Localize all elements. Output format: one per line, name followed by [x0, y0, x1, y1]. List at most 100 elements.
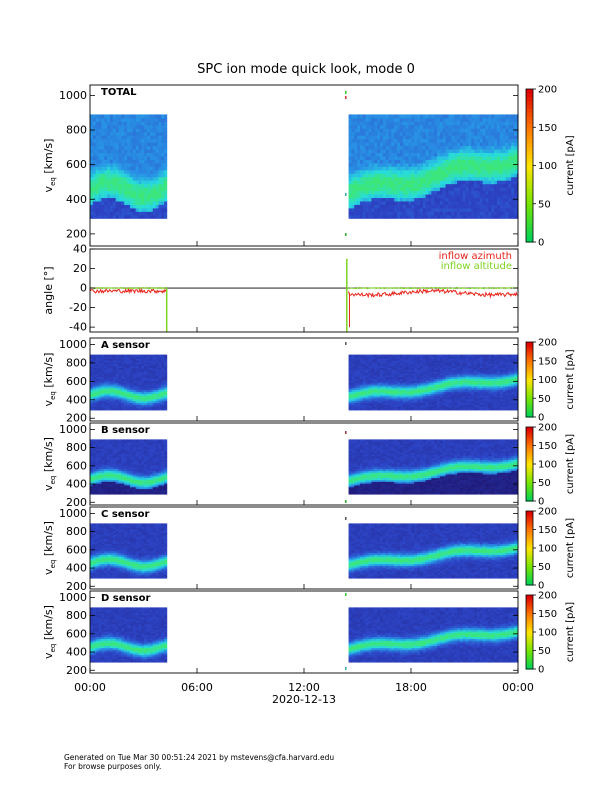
heatmap-cell — [101, 121, 105, 126]
heatmap-cell — [431, 373, 435, 376]
heatmap-cell — [388, 187, 392, 192]
heatmap-cell — [428, 354, 432, 357]
heatmap-cell — [90, 382, 94, 385]
heatmap-cell — [445, 360, 449, 363]
heatmap-cell — [138, 391, 142, 394]
heatmap-cell — [124, 155, 128, 160]
heatmap-cell — [101, 152, 105, 157]
heatmap-cell — [502, 159, 507, 164]
heatmap-cell — [505, 214, 509, 219]
heatmap-cell — [399, 176, 404, 181]
heatmap-cell — [152, 162, 157, 167]
heatmap-cell — [104, 214, 108, 219]
heatmap-cell — [149, 159, 154, 164]
heatmap-cell — [147, 376, 151, 380]
heatmap-cell — [445, 187, 449, 192]
heatmap-cell — [414, 173, 418, 178]
heatmap-cell — [408, 135, 412, 140]
heatmap-cell — [362, 138, 367, 143]
heatmap-cell — [127, 162, 131, 167]
heatmap-cell — [360, 173, 364, 178]
heatmap-cell — [442, 369, 447, 372]
heatmap-cell — [115, 176, 120, 181]
heatmap-cell — [411, 400, 415, 404]
heatmap-cell — [112, 173, 117, 178]
heatmap-cell — [496, 124, 501, 129]
heatmap-cell — [98, 117, 102, 122]
heatmap-cell — [476, 211, 481, 216]
heatmap-cell — [468, 378, 472, 381]
heatmap-cell — [428, 387, 432, 391]
heatmap-cell — [482, 406, 487, 409]
heatmap-cell — [399, 397, 404, 400]
heatmap-cell — [431, 391, 435, 394]
heatmap-cell — [149, 128, 154, 133]
heatmap-cell — [368, 369, 372, 372]
heatmap-cell — [112, 131, 117, 136]
colorbar-segment — [526, 104, 533, 109]
heatmap-cell — [124, 360, 128, 363]
heatmap-cell — [98, 354, 102, 357]
heatmap-cell — [129, 155, 134, 160]
heatmap-cell — [491, 121, 495, 126]
heatmap-cell — [482, 204, 487, 209]
heatmap-cell — [104, 128, 108, 133]
heatmap-cell — [417, 176, 421, 181]
heatmap-cell — [439, 114, 444, 119]
heatmap-cell — [419, 142, 424, 147]
heatmap-cell — [109, 152, 114, 157]
heatmap-cell — [417, 197, 421, 202]
heatmap-cell — [511, 138, 515, 143]
heatmap-cell — [92, 169, 97, 174]
heatmap-cell — [391, 145, 395, 150]
heatmap-cell — [135, 363, 139, 367]
heatmap-cell — [491, 162, 495, 167]
heatmap-cell — [107, 152, 111, 157]
heatmap-cell — [448, 361, 452, 365]
heatmap-cell — [379, 384, 384, 387]
heatmap-cell — [422, 197, 427, 202]
heatmap-cell — [124, 114, 128, 119]
heatmap-cell — [417, 183, 421, 188]
heatmap-cell — [351, 211, 355, 216]
heatmap-cell — [499, 155, 504, 160]
heatmap-cell — [147, 397, 151, 400]
heatmap-cell — [431, 380, 435, 383]
heatmap-cell — [144, 365, 148, 369]
heatmap-cell — [468, 397, 472, 400]
heatmap-cell — [374, 373, 378, 376]
heatmap-cell — [437, 395, 441, 398]
heatmap-cell — [121, 376, 125, 380]
heatmap-cell — [152, 194, 157, 199]
heatmap-cell — [425, 114, 429, 119]
heatmap-cell — [391, 360, 395, 363]
heatmap-cell — [482, 393, 487, 396]
heatmap-cell — [474, 124, 478, 129]
heatmap-cell — [161, 408, 165, 411]
heatmap-cell — [121, 378, 125, 381]
heatmap-cell — [382, 128, 387, 133]
heatmap-cell — [388, 155, 392, 160]
heatmap-cell — [368, 211, 372, 216]
heatmap-cell — [482, 207, 487, 212]
heatmap-cell — [129, 162, 134, 167]
heatmap-cell — [471, 367, 475, 370]
heatmap-cell — [414, 358, 418, 361]
heatmap-cell — [399, 121, 404, 126]
heatmap-cell — [107, 374, 111, 378]
heatmap-cell — [445, 361, 449, 365]
heatmap-cell — [112, 211, 117, 216]
heatmap-cell — [377, 142, 381, 147]
heatmap-cell — [152, 214, 157, 219]
heatmap-cell — [135, 402, 139, 405]
heatmap-cell — [499, 121, 504, 126]
heatmap-cell — [448, 404, 452, 407]
heatmap-cell — [138, 398, 142, 402]
heatmap-cell — [107, 124, 111, 129]
heatmap-cell — [457, 166, 461, 171]
heatmap-cell — [149, 367, 154, 370]
heatmap-cell — [158, 138, 162, 143]
heatmap-cell — [451, 190, 455, 195]
heatmap-cell — [147, 128, 151, 133]
heatmap-cell — [417, 145, 421, 150]
